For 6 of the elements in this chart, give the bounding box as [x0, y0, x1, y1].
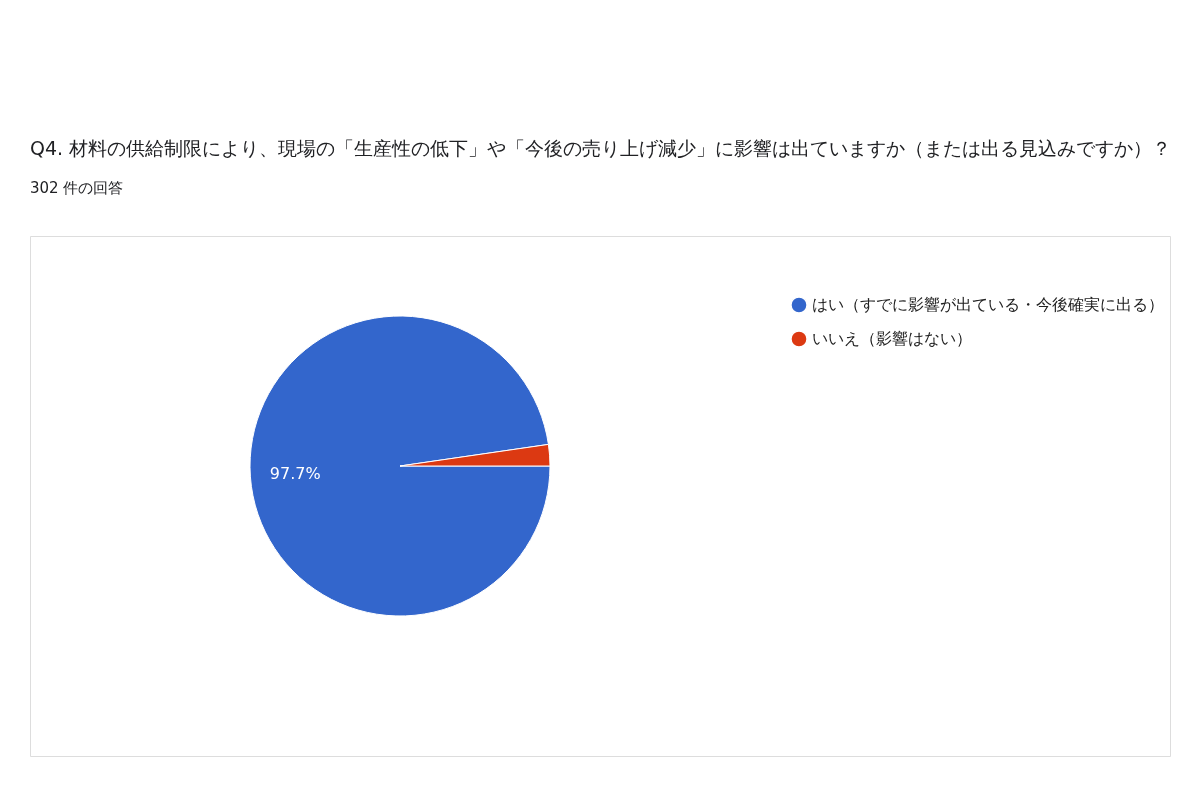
text: 302 件の回答 — [30, 179, 124, 197]
chart-title: Q4. 材料の供給制限により、現場の「生産性の低下」や「今後の売り上げ減少」に影響は出ていますか（または出る見込みですか）？ — [30, 137, 1172, 159]
pie-slice — [249, 315, 551, 617]
legend-label: はい（すでに影響が出ている・今後確実に出る） — [812, 295, 1164, 314]
legend-label: いいえ（影響はない） — [812, 329, 972, 348]
data-label: 97.7% — [269, 463, 321, 483]
